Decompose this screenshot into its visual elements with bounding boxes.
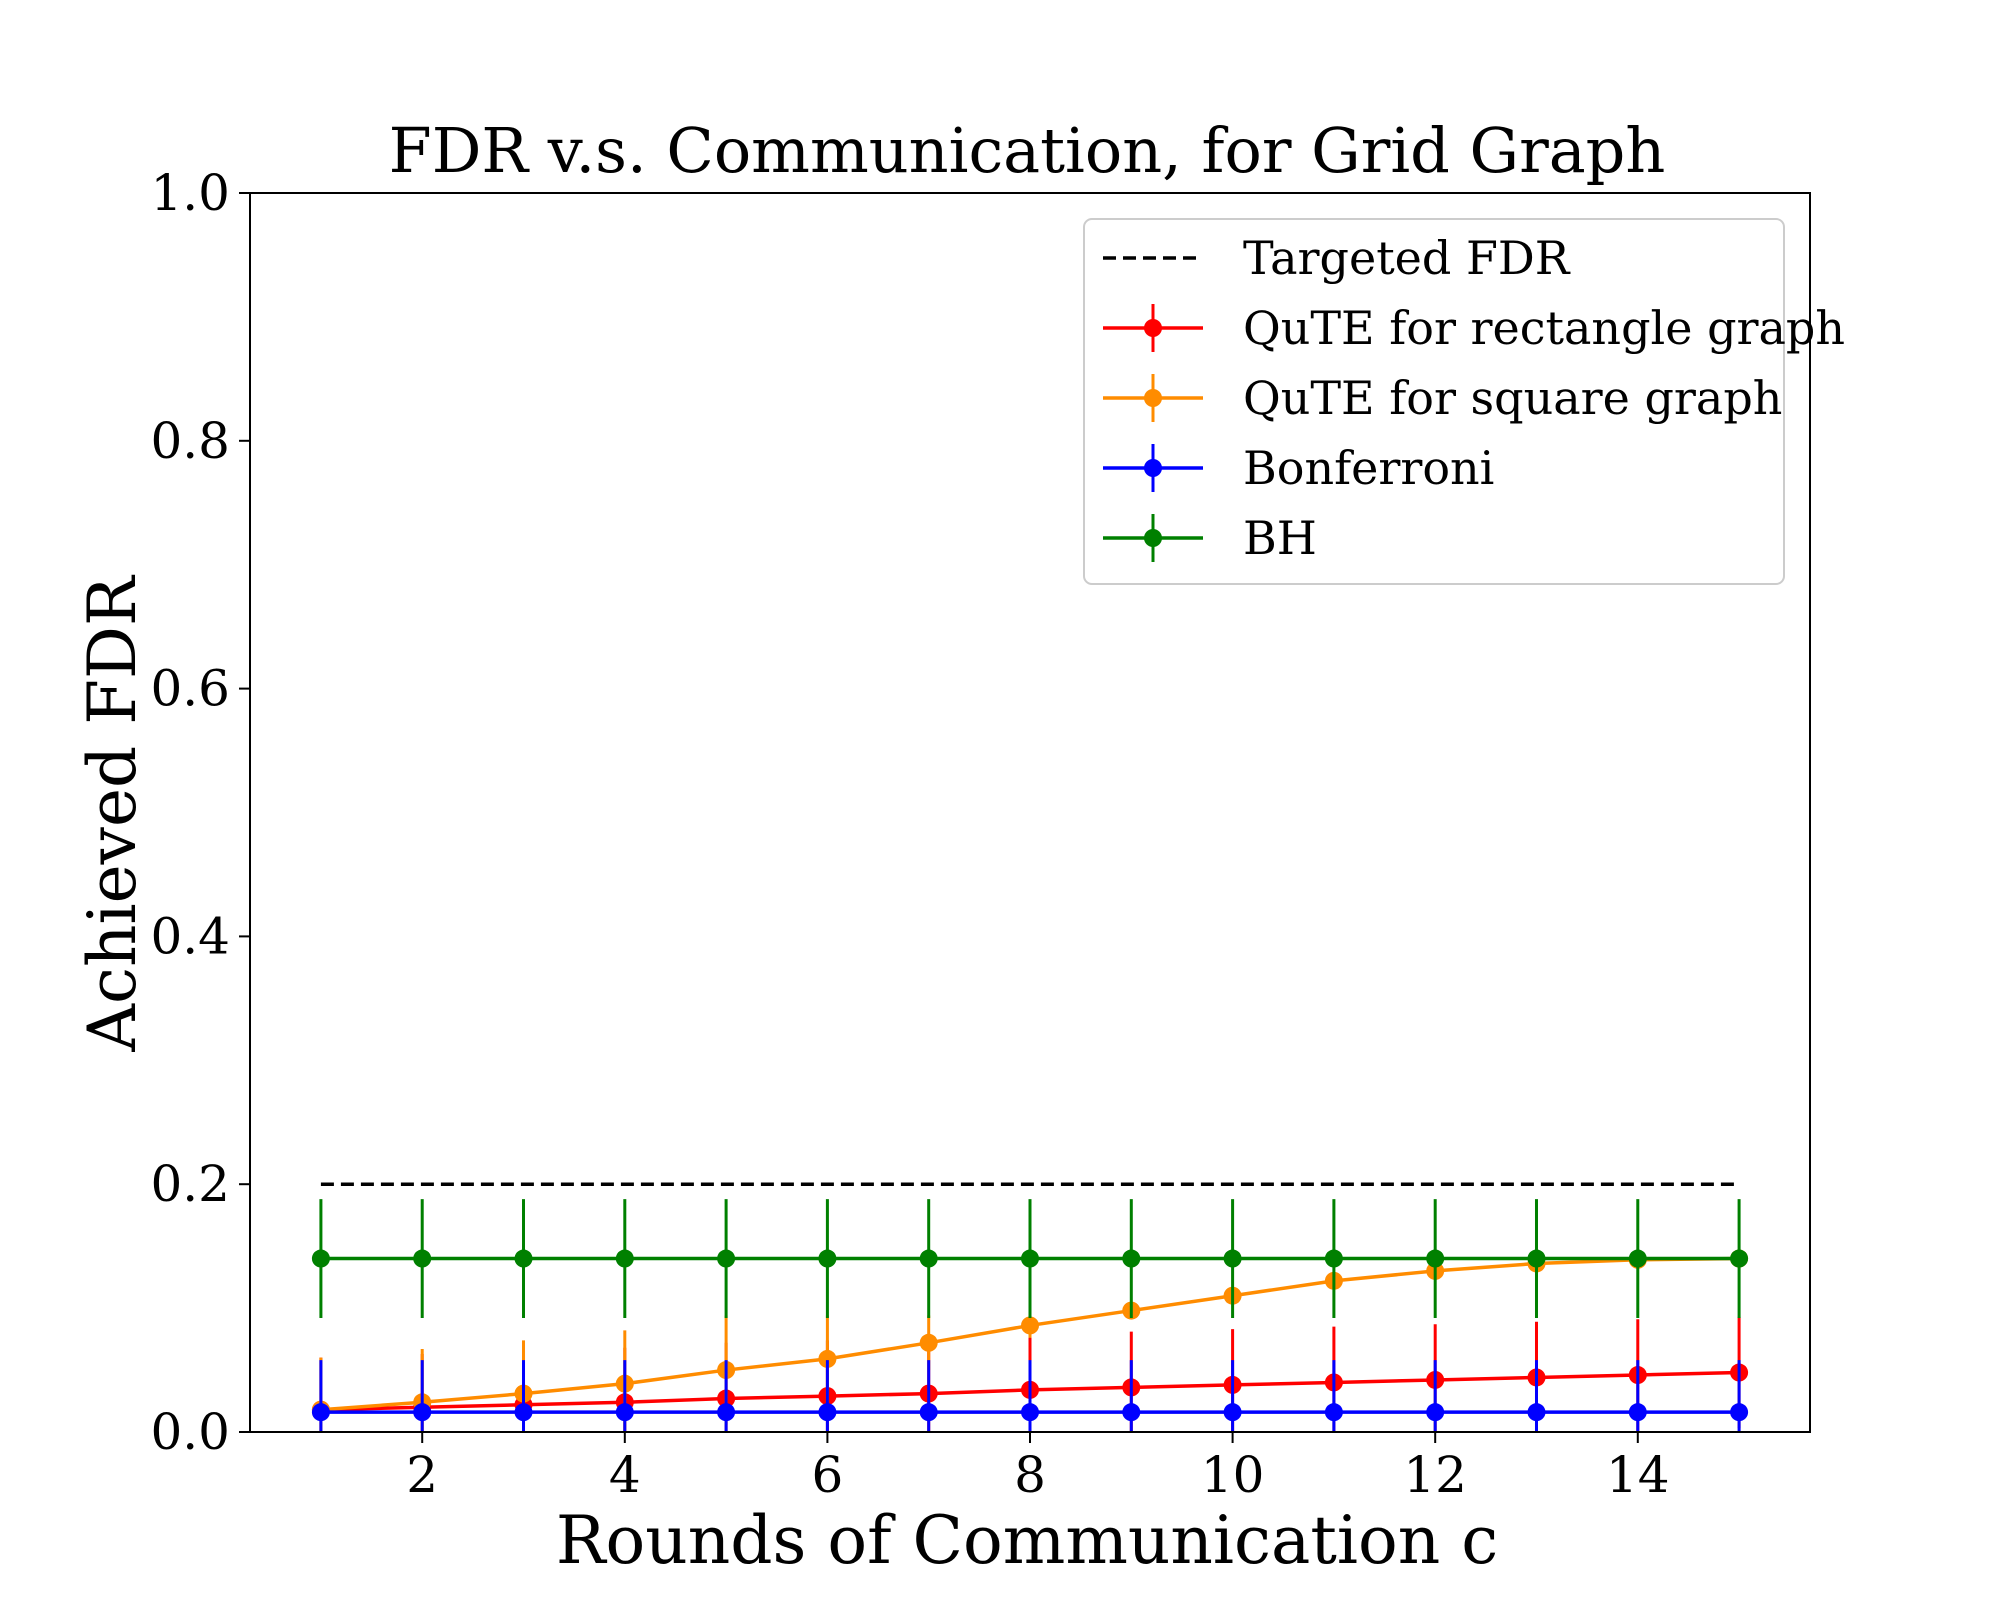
plot-area	[311, 1182, 1749, 1432]
bonferroni-point	[311, 1403, 330, 1422]
bh-point	[1122, 1249, 1141, 1268]
legend-label-bonferroni: Bonferroni	[1243, 441, 1494, 495]
y-tick-label: 0.6	[150, 660, 230, 718]
bonferroni-point	[1122, 1403, 1141, 1422]
bh-point	[413, 1249, 432, 1268]
legend-box	[1083, 218, 1785, 585]
bonferroni-point	[615, 1403, 634, 1422]
x-tick-label: 2	[406, 1446, 438, 1504]
x-tick-label: 12	[1403, 1446, 1467, 1504]
bonferroni-point	[1223, 1403, 1242, 1422]
bonferroni-point	[1527, 1403, 1546, 1422]
x-tick-label: 8	[1014, 1446, 1046, 1504]
bonferroni-point	[1324, 1403, 1343, 1422]
bonferroni-point	[1730, 1403, 1749, 1422]
y-axis-label: Achieved FDR	[74, 574, 151, 1053]
x-tick-label: 10	[1201, 1446, 1265, 1504]
legend-label-bh: BH	[1243, 511, 1317, 565]
bonferroni-point	[717, 1403, 736, 1422]
chart-title: FDR v.s. Communication, for Grid Graph	[389, 114, 1666, 187]
bh-point	[919, 1249, 938, 1268]
y-tick-label: 0.8	[150, 412, 230, 470]
y-tick-label: 0.0	[150, 1403, 230, 1461]
x-tick-label: 6	[811, 1446, 843, 1504]
x-axis-label: Rounds of Communication c	[556, 1502, 1498, 1579]
bh-point	[1324, 1249, 1343, 1268]
legend-label-targeted-fdr: Targeted FDR	[1243, 231, 1571, 285]
bonferroni-point	[1426, 1403, 1445, 1422]
y-tick-label: 1.0	[150, 164, 230, 222]
bonferroni-point	[1628, 1403, 1647, 1422]
bh-point	[818, 1249, 837, 1268]
bh-point	[1021, 1249, 1039, 1268]
bh-point	[1730, 1249, 1749, 1268]
qute-for-square-graph-point	[919, 1333, 938, 1352]
bonferroni-point	[514, 1403, 533, 1422]
legend-marker-qute-for-square-graph	[1144, 389, 1162, 407]
bonferroni-point	[818, 1403, 837, 1422]
qute-for-square-graph-point	[1021, 1316, 1039, 1335]
bh-point	[1426, 1249, 1445, 1268]
bh-point	[717, 1249, 736, 1268]
x-tick-label: 4	[609, 1446, 641, 1504]
bonferroni-point	[413, 1403, 432, 1422]
y-tick-label: 0.2	[150, 1155, 230, 1213]
legend-marker-qute-for-rectangle-graph	[1144, 319, 1162, 337]
legend-label-qute-for-rectangle-graph: QuTE for rectangle graph	[1243, 301, 1845, 355]
bh-point	[1527, 1249, 1546, 1268]
qute-for-square-graph-point	[818, 1349, 837, 1368]
bh-point	[1223, 1249, 1242, 1268]
bh-point	[1628, 1249, 1647, 1268]
bh-point	[311, 1249, 330, 1268]
legend-label-qute-for-square-graph: QuTE for square graph	[1243, 371, 1782, 425]
x-tick-label: 14	[1606, 1446, 1670, 1504]
series-bonferroni	[311, 1360, 1749, 1432]
series-bh	[311, 1199, 1749, 1319]
legend-marker-bh	[1144, 529, 1162, 547]
y-tick-label: 0.4	[150, 907, 230, 965]
legend-marker-bonferroni	[1144, 459, 1162, 477]
bh-point	[514, 1249, 533, 1268]
bh-point	[615, 1249, 634, 1268]
bonferroni-point	[1021, 1403, 1039, 1422]
legend: Targeted FDR QuTE for rectangle graph QuTE…	[1083, 218, 1845, 585]
axes: 2 4 6 8 10 12 14 0.0 0.2 0.4 0.6 0.8 1.0	[150, 164, 1811, 1504]
bonferroni-point	[919, 1403, 938, 1422]
